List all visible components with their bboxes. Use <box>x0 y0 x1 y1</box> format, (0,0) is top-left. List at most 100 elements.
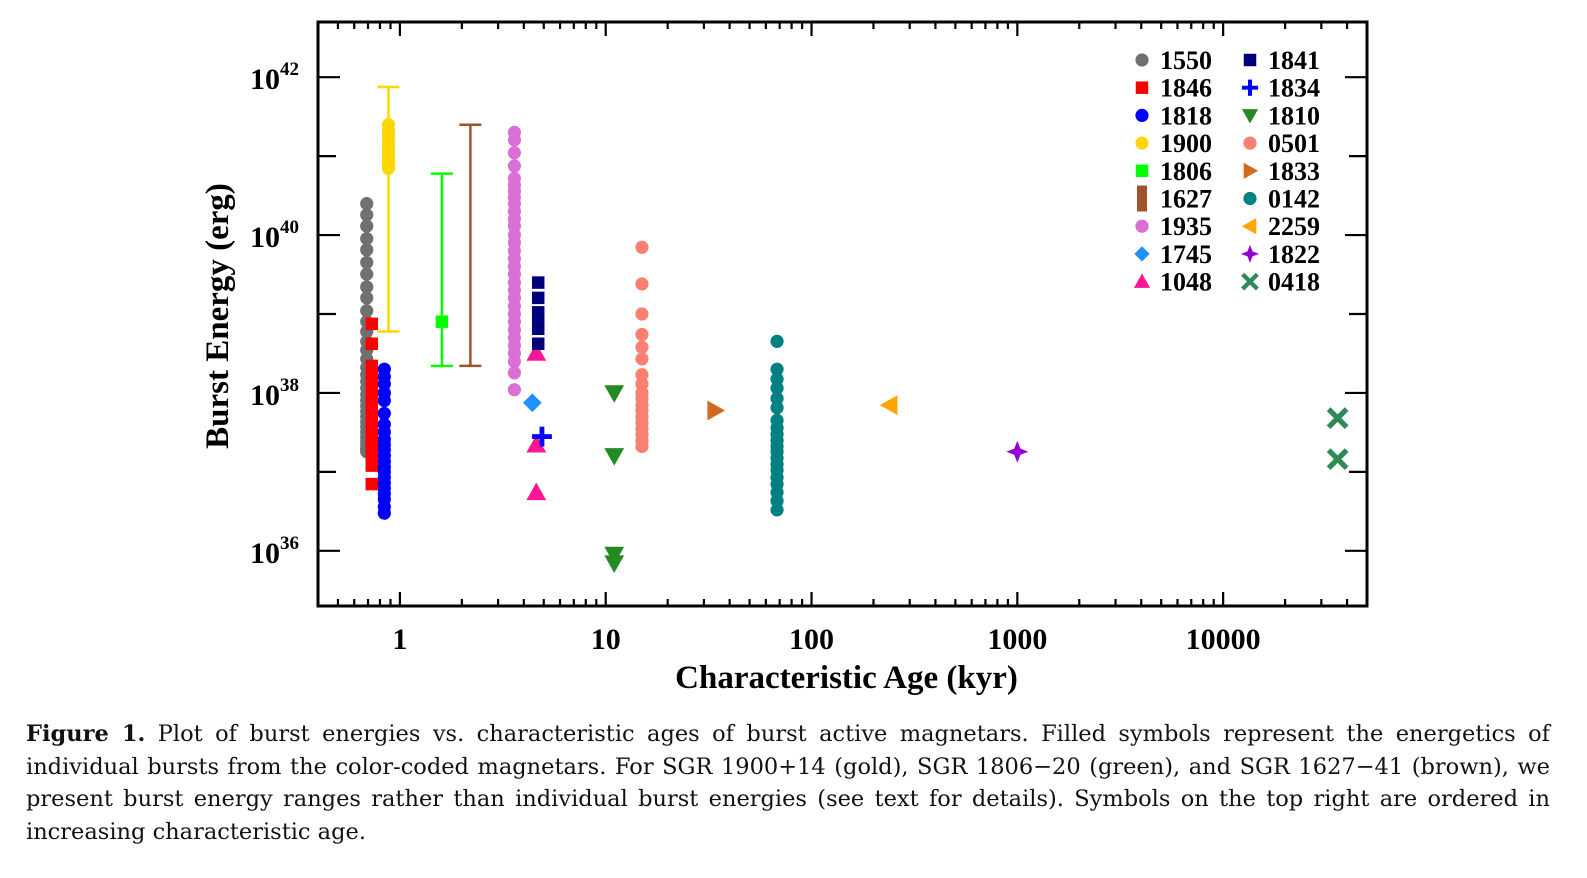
data-point-1550 <box>360 255 374 270</box>
scatter-chart: 1 10 100 1000 100001036103810401042Character… <box>200 20 1369 696</box>
data-point-0501 <box>635 277 649 291</box>
legend-marker-1550 <box>1135 53 1149 67</box>
data-point-1810 <box>604 555 625 573</box>
caption-label: Figure 1. <box>26 721 146 747</box>
data-point-1935 <box>507 366 521 380</box>
y-tick-exponent: 42 <box>280 59 299 80</box>
legend-marker-1818 <box>1135 108 1149 122</box>
legend-label-1806: 1806 <box>1160 157 1212 186</box>
data-point-1818 <box>377 393 391 408</box>
x-tick-label: 1000 <box>987 623 1047 656</box>
data-point-1550 <box>360 208 374 222</box>
data-point-0501 <box>635 352 649 366</box>
data-point-0142 <box>770 381 784 395</box>
data-point-0142 <box>770 372 784 386</box>
x-tick-label: 1 <box>392 623 407 656</box>
data-point-0418 <box>1326 448 1349 471</box>
data-point-1935 <box>507 146 521 160</box>
data-point-1935 <box>507 383 521 397</box>
legend-label-0418: 0418 <box>1268 268 1320 297</box>
data-point-1550 <box>360 304 374 318</box>
data-point-1935 <box>507 354 521 369</box>
legend-label-1745: 1745 <box>1160 240 1212 269</box>
y-axis-title: Burst Energy (erg) <box>200 183 236 449</box>
y-tick-label: 1036 <box>250 533 299 570</box>
data-point-1935 <box>507 159 521 173</box>
legend-marker-1745 <box>1134 246 1150 262</box>
data-point-1550 <box>360 219 374 233</box>
data-point-1550 <box>360 197 374 211</box>
legend-label-1822: 1822 <box>1268 240 1320 269</box>
legend-marker-1900 <box>1135 136 1149 150</box>
data-point-0501 <box>635 240 649 254</box>
data-point-0142 <box>770 391 784 406</box>
data-point-1806 <box>435 315 449 328</box>
legend-marker-2259 <box>1241 218 1257 235</box>
legend-marker-1841 <box>1243 53 1257 67</box>
data-point-0501 <box>635 327 649 342</box>
legend-label-1846: 1846 <box>1160 74 1212 103</box>
x-tick-label: 10 <box>591 623 621 656</box>
x-tick-label: 10000 <box>1186 623 1261 656</box>
data-point-1834 <box>532 426 552 447</box>
legend-label-2259: 2259 <box>1268 212 1320 241</box>
data-point-1841 <box>531 291 545 305</box>
y-tick-label: 1038 <box>250 375 299 412</box>
data-point-2259 <box>879 395 898 416</box>
legend-label-1935: 1935 <box>1160 212 1212 241</box>
legend-label-1900: 1900 <box>1160 129 1212 158</box>
data-point-0501 <box>635 307 649 321</box>
data-point-0501 <box>635 368 649 382</box>
data-point-0142 <box>770 362 784 376</box>
legend-label-1627: 1627 <box>1160 185 1212 214</box>
legend-marker-0142 <box>1243 191 1257 206</box>
data-point-1550 <box>360 243 374 257</box>
legend-label-1048: 1048 <box>1160 268 1212 297</box>
legend-marker-1846 <box>1135 81 1149 94</box>
y-tick-base: 10 <box>250 379 280 412</box>
data-point-1048 <box>526 434 547 453</box>
data-point-1841 <box>531 337 545 350</box>
data-point-1846 <box>365 317 379 331</box>
data-point-0142 <box>770 503 784 517</box>
figure-caption: Figure 1. Plot of burst energies vs. cha… <box>26 718 1550 848</box>
y-tick-label: 1040 <box>250 217 299 254</box>
data-point-1810 <box>604 448 625 466</box>
data-point-1822 <box>1006 440 1029 463</box>
legend-label-1834: 1834 <box>1268 74 1320 103</box>
legend-marker-1806 <box>1135 164 1149 178</box>
legend-label-1550: 1550 <box>1160 46 1212 75</box>
data-point-1048 <box>526 482 547 501</box>
data-point-1550 <box>360 291 374 305</box>
data-point-0501 <box>635 340 649 354</box>
data-point-0142 <box>770 334 784 348</box>
legend-marker-1822 <box>1241 244 1259 263</box>
y-tick-base: 10 <box>250 221 280 254</box>
y-tick-exponent: 38 <box>280 375 299 396</box>
legend-marker-1935 <box>1135 219 1149 233</box>
x-tick-label: 100 <box>789 623 834 656</box>
data-point-1846 <box>365 337 379 350</box>
data-point-1846 <box>365 449 379 463</box>
y-tick-base: 10 <box>250 63 280 96</box>
data-point-1550 <box>360 280 374 294</box>
data-point-1810 <box>604 385 625 403</box>
legend-label-0142: 0142 <box>1268 185 1320 214</box>
y-tick-exponent: 40 <box>280 217 299 238</box>
data-point-1550 <box>360 267 374 281</box>
data-point-1745 <box>522 393 542 413</box>
data-point-0501 <box>635 439 649 454</box>
legend-marker-1627 <box>1137 185 1147 212</box>
data-point-1833 <box>707 400 725 421</box>
legend-marker-0501 <box>1243 136 1257 150</box>
legend-label-1810: 1810 <box>1268 101 1320 130</box>
y-tick-label: 1042 <box>250 59 299 96</box>
legend-label-1833: 1833 <box>1268 157 1320 186</box>
data-point-1900 <box>381 161 396 175</box>
data-point-1550 <box>360 232 374 246</box>
legend-marker-0418 <box>1241 272 1259 291</box>
x-axis-title: Characteristic Age (kyr) <box>675 660 1018 696</box>
legend-label-1841: 1841 <box>1268 46 1320 75</box>
data-point-1841 <box>531 276 545 289</box>
data-point-1818 <box>377 506 391 520</box>
